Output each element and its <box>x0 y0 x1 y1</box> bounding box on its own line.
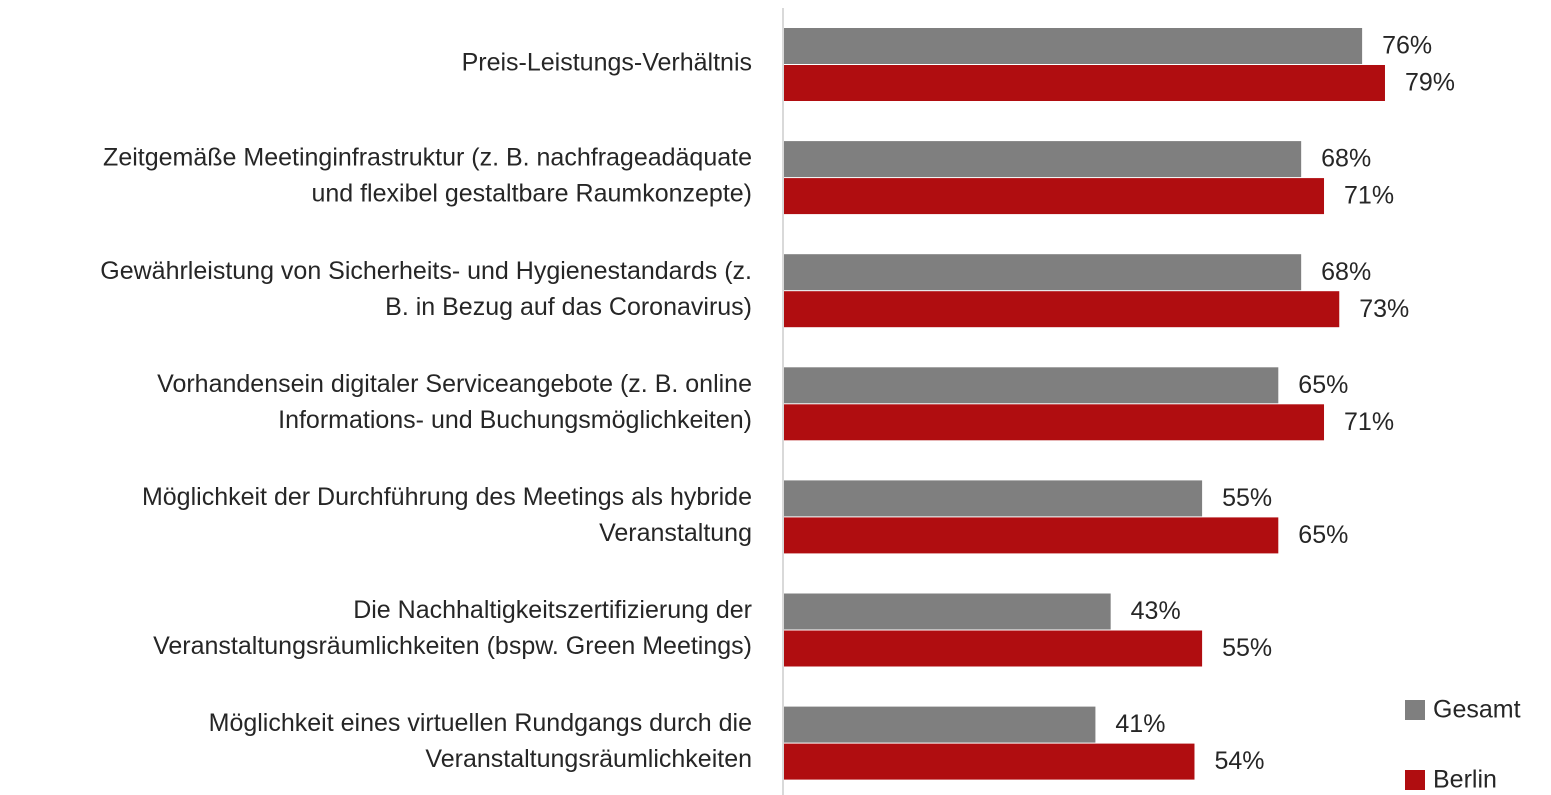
value-label: 71% <box>1344 182 1394 210</box>
value-label: 73% <box>1359 295 1409 323</box>
legend-label: Berlin <box>1433 766 1497 794</box>
bar <box>783 291 1340 328</box>
category-label: Möglichkeit eines virtuellen Rundgangs d… <box>209 709 752 737</box>
category-label: Preis-Leistungs-Verhältnis <box>462 49 752 77</box>
legend-label: Gesamt <box>1433 696 1521 724</box>
category-label: und flexibel gestaltbare Raumkonzepte) <box>311 180 752 208</box>
legend-swatch <box>1405 700 1425 720</box>
category-label: Gewährleistung von Sicherheits- und Hygi… <box>100 257 752 285</box>
category-label: Veranstaltungsräumlichkeiten <box>425 745 752 773</box>
bar <box>783 178 1325 215</box>
value-label: 54% <box>1214 747 1264 775</box>
value-label: 41% <box>1115 710 1165 738</box>
value-label: 43% <box>1131 597 1181 625</box>
bar <box>783 593 1111 630</box>
value-label: 68% <box>1321 145 1371 173</box>
bar <box>783 254 1302 291</box>
value-label: 71% <box>1344 408 1394 436</box>
bar <box>783 706 1096 743</box>
legend-swatch <box>1405 770 1425 790</box>
value-label: 55% <box>1222 484 1272 512</box>
bar <box>783 743 1195 780</box>
bar <box>783 141 1302 178</box>
bar <box>783 480 1203 517</box>
category-label: B. in Bezug auf das Coronavirus) <box>385 293 752 321</box>
bar <box>783 367 1279 404</box>
value-label: 65% <box>1298 521 1348 549</box>
value-label: 65% <box>1298 371 1348 399</box>
bar <box>783 404 1325 441</box>
category-label: Informations- und Buchungsmöglichkeiten) <box>278 406 752 434</box>
category-label: Veranstaltung <box>599 519 752 547</box>
category-label: Zeitgemäße Meetinginfrastruktur (z. B. n… <box>103 144 752 172</box>
value-label: 76% <box>1382 32 1432 60</box>
bar <box>783 28 1363 64</box>
value-label: 79% <box>1405 69 1455 97</box>
category-label: Vorhandensein digitaler Serviceangebote … <box>157 370 752 398</box>
value-label: 55% <box>1222 634 1272 662</box>
category-label: Veranstaltungsräumlichkeiten (bspw. Gree… <box>153 632 752 660</box>
bar <box>783 65 1385 101</box>
category-label: Die Nachhaltigkeitszertifizierung der <box>353 596 752 624</box>
bar <box>783 630 1203 667</box>
value-label: 68% <box>1321 258 1371 286</box>
bar <box>783 517 1279 554</box>
category-label: Möglichkeit der Durchführung des Meeting… <box>142 483 752 511</box>
